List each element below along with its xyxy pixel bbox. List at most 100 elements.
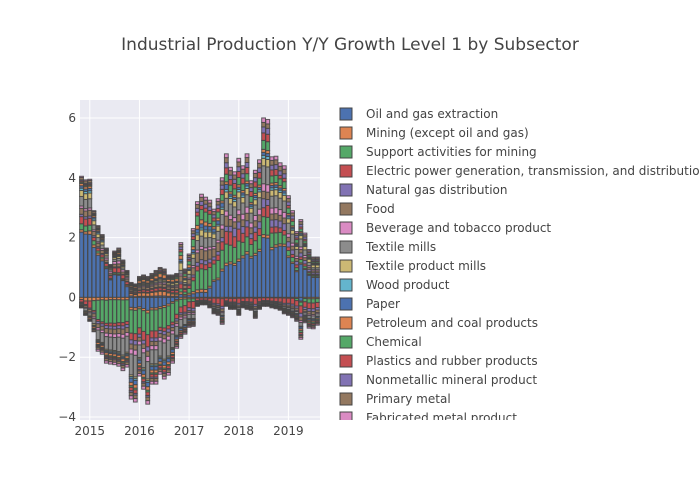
legend-item[interactable]: Oil and gas extraction [339, 107, 498, 121]
legend-item[interactable]: Plastics and rubber products [339, 354, 538, 368]
bar-segment [153, 296, 159, 309]
bar-segment [145, 350, 151, 357]
bar-segment [294, 248, 300, 257]
legend-item[interactable]: Support activities for mining [339, 145, 537, 159]
bar-segment [132, 354, 138, 378]
legend-item[interactable]: Wood product [339, 278, 450, 292]
bar-segment [137, 275, 142, 278]
bar-segment [120, 280, 126, 298]
legend-item[interactable]: Petroleum and coal products [339, 316, 538, 330]
bar-segment [252, 254, 258, 298]
legend-item[interactable]: Mining (except oil and gas) [339, 126, 529, 140]
bar-segment [128, 353, 134, 376]
legend-swatch-icon [339, 240, 353, 254]
bar-segment [116, 247, 122, 250]
bar-segment [153, 366, 159, 371]
bar-segment [294, 300, 300, 307]
bar-segment [103, 332, 109, 338]
legend-swatch-icon [339, 278, 353, 292]
legend-item[interactable]: Primary metal [339, 392, 451, 406]
bar-segment [124, 286, 130, 298]
bar-segment [199, 248, 204, 261]
bar-stack [228, 166, 233, 310]
bar-segment [149, 296, 155, 309]
bar-segment [137, 308, 142, 329]
bar-segment [153, 291, 159, 297]
bar-segment [124, 364, 130, 368]
bar-segment [207, 231, 213, 239]
bar-segment [223, 157, 229, 164]
bar-segment [273, 155, 279, 161]
bar-segment [170, 360, 175, 364]
bar-segment [286, 297, 291, 304]
bar-segment [261, 132, 266, 141]
bar-segment [128, 339, 134, 345]
bar-segment [186, 273, 192, 279]
legend-item[interactable]: Fabricated metal product [339, 411, 517, 425]
legend-item[interactable]: Food [339, 202, 395, 216]
legend-item[interactable]: Paper [339, 297, 400, 311]
y-tick-label: 6 [68, 111, 76, 125]
legend-item[interactable]: Beverage and tobacco product [339, 221, 551, 235]
legend-item[interactable]: Nonmetallic mineral product [339, 373, 537, 387]
bar-segment [257, 162, 262, 169]
bar-segment [194, 261, 200, 267]
bar-segment [215, 198, 221, 202]
bar-segment [232, 206, 238, 219]
bar-segment [128, 381, 134, 387]
bar-segment [232, 221, 238, 229]
bar-segment [232, 297, 238, 303]
bar-segment [145, 381, 151, 388]
bar-segment [199, 263, 204, 270]
bar-segment [223, 197, 229, 212]
bar-segment [290, 249, 295, 255]
bar-segment [252, 297, 258, 305]
bar-segment [145, 275, 151, 278]
bar-segment [252, 204, 258, 216]
bar-segment [112, 328, 118, 335]
bar-segment [277, 209, 283, 216]
bar-segment [91, 224, 97, 231]
legend-item[interactable]: Electric power generation, transmission,… [339, 164, 700, 178]
bar-stack [211, 208, 217, 315]
bar-segment [87, 217, 93, 226]
bar-segment [207, 287, 213, 298]
bar-segment [190, 313, 196, 319]
legend-item[interactable]: Textile product mills [339, 259, 486, 273]
bar-segment [269, 189, 275, 197]
bar-segment [199, 259, 204, 265]
bar-segment [207, 249, 213, 260]
bar-segment [306, 298, 312, 304]
bar-segment [87, 300, 93, 309]
bar-segment [314, 276, 320, 298]
bar-segment [277, 297, 283, 303]
bar-segment [203, 211, 209, 223]
y-tick-label: 2 [68, 231, 76, 245]
legend-item[interactable]: Textile mills [339, 240, 436, 254]
legend[interactable]: Oil and gas extraction Mining (except oil… [339, 107, 700, 425]
bar-segment [194, 234, 200, 242]
bar-segment [257, 167, 262, 173]
bar-segment [199, 204, 204, 211]
bar-segment [199, 219, 204, 225]
bar-segment [277, 162, 283, 167]
bar-segment [170, 296, 175, 303]
bar-segment [137, 340, 142, 346]
legend-item[interactable]: Natural gas distribution [339, 183, 508, 197]
legend-label: Mining (except oil and gas) [366, 126, 529, 140]
legend-item[interactable]: Chemical [339, 335, 422, 349]
bar-segment [269, 226, 275, 234]
bar-segment [103, 299, 109, 324]
bar-segment [178, 269, 184, 275]
bar-segment [211, 312, 217, 315]
bar-stack [294, 231, 300, 322]
bar-segment [79, 231, 84, 298]
legend-label: Natural gas distribution [366, 183, 508, 197]
bar-segment [281, 194, 287, 202]
bar-segment [199, 235, 204, 247]
bar-segment [257, 251, 262, 298]
bar-segment [314, 298, 320, 303]
bar-segment [248, 243, 254, 257]
bar-segment [248, 238, 254, 245]
bar-segment [132, 340, 138, 346]
